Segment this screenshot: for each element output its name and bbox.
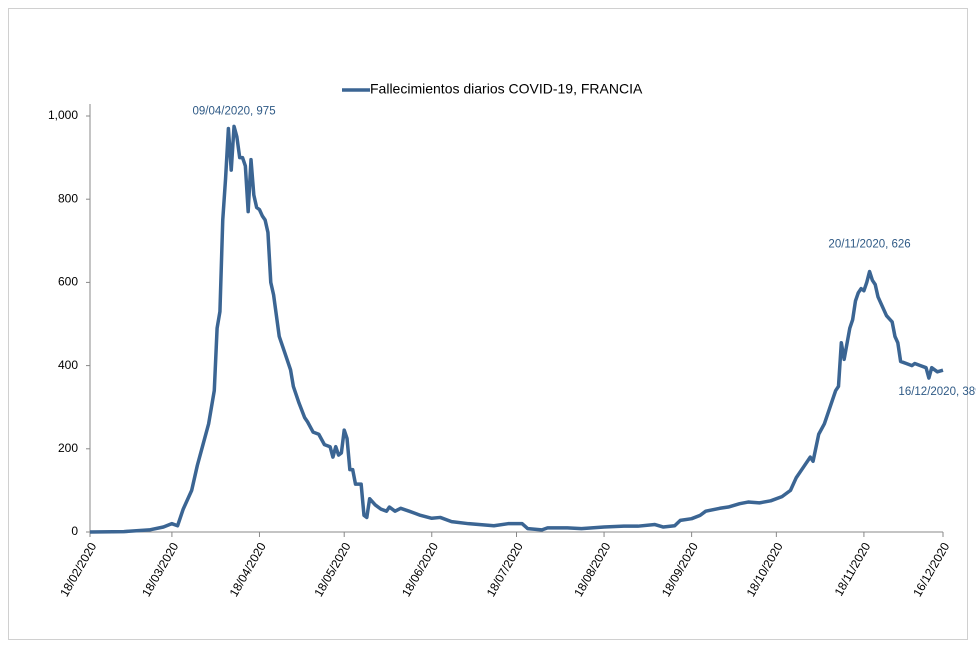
y-tick-label: 600	[58, 275, 78, 289]
y-tick-label: 800	[58, 191, 78, 205]
annotation: 09/04/2020, 975	[192, 105, 275, 117]
chart-frame	[8, 8, 968, 640]
annotation: 16/12/2020, 389	[898, 386, 976, 398]
y-tick-label: 400	[58, 358, 78, 372]
data-line	[89, 124, 944, 534]
y-tick-label: 1,000	[48, 108, 78, 122]
y-tick-label: 0	[71, 524, 78, 538]
legend-label: Fallecimientos diarios COVID-19, FRANCIA	[370, 81, 643, 97]
y-tick-label: 200	[58, 441, 78, 455]
annotation: 20/11/2020, 626	[828, 239, 910, 251]
